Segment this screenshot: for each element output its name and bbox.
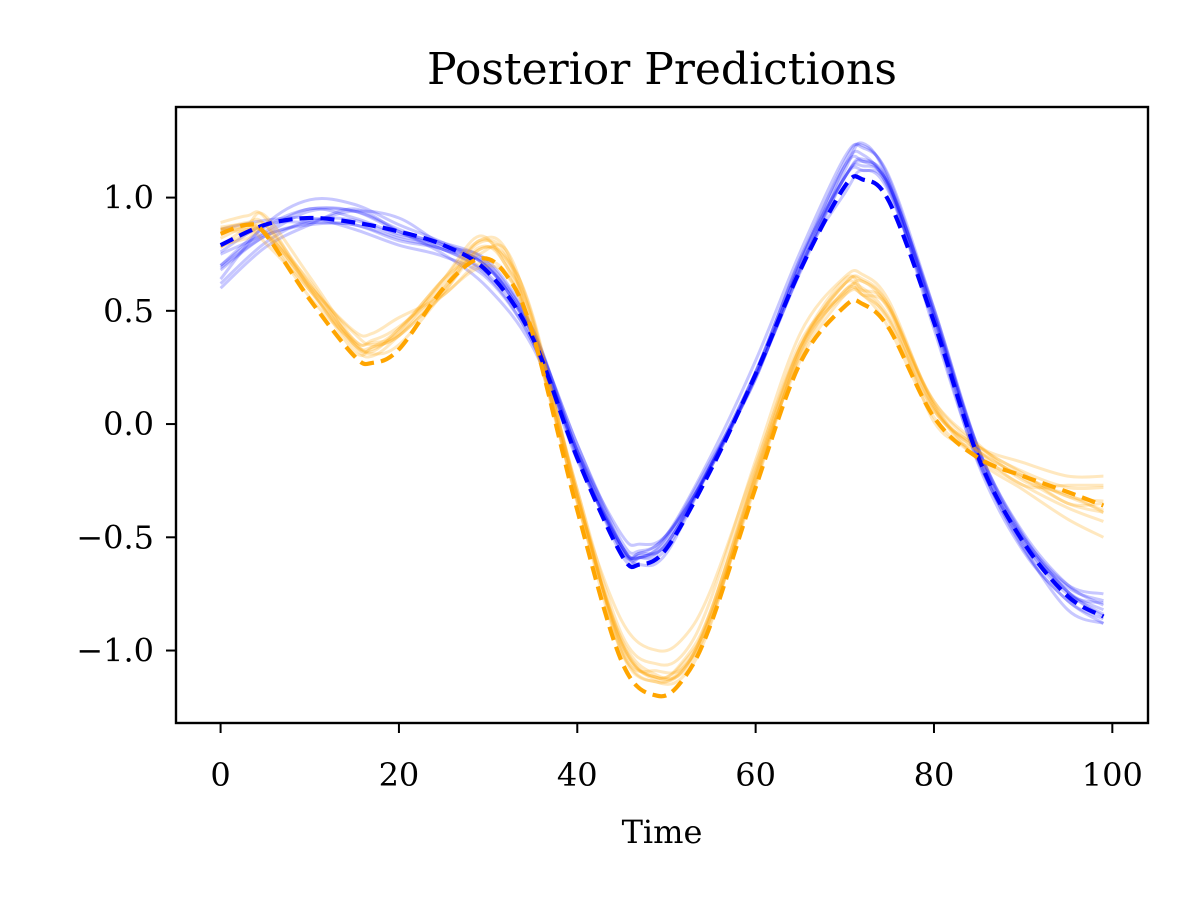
x-tick-label: 40 (557, 756, 598, 794)
y-tick-label: 1.0 (103, 179, 154, 217)
y-tick-label: −0.5 (76, 518, 154, 556)
blue-sample-line-3 (219, 168, 1104, 625)
orange-sample-line-1 (220, 210, 1104, 681)
x-tick-label: 0 (210, 756, 230, 794)
orange-sample-line-5 (219, 227, 1104, 675)
orange-sample-line-3 (220, 225, 1104, 680)
blue-sample-line-10 (219, 142, 1105, 618)
blue-sample-line-2 (220, 157, 1105, 612)
orange-sample-line-7 (219, 226, 1104, 685)
y-tick-label: 0.0 (103, 405, 154, 443)
blue-mean-dashed-line (219, 174, 1105, 619)
orange-sample-line-6 (220, 220, 1104, 686)
chart-title: Posterior Predictions (427, 44, 897, 95)
x-tick-label: 100 (1082, 756, 1143, 794)
orange-sample-line-8 (220, 217, 1104, 680)
orange-sample-line-2 (220, 223, 1104, 684)
orange-sample-line-10 (220, 227, 1104, 653)
posterior-mean-lines (219, 174, 1105, 699)
x-tick-label: 80 (914, 756, 955, 794)
posterior-sample-lines (219, 141, 1105, 686)
x-axis-label: Time (622, 813, 703, 851)
plot-frame (174, 105, 1150, 725)
y-tick-label: 0.5 (103, 292, 154, 330)
blue-sample-line-1 (219, 143, 1105, 607)
orange-mean-dashed-line (219, 222, 1105, 699)
x-tick-label: 20 (379, 756, 420, 794)
blue-sample-line-4 (219, 141, 1104, 596)
x-tick-label: 60 (735, 756, 776, 794)
x-axis: 0 20 40 60 80 100 (210, 723, 1143, 794)
orange-sample-line-9 (220, 227, 1105, 667)
y-tick-label: −1.0 (76, 632, 154, 670)
y-axis: 1.0 0.5 0.0 −0.5 −1.0 (76, 179, 176, 670)
orange-sample-line-4 (219, 211, 1105, 681)
